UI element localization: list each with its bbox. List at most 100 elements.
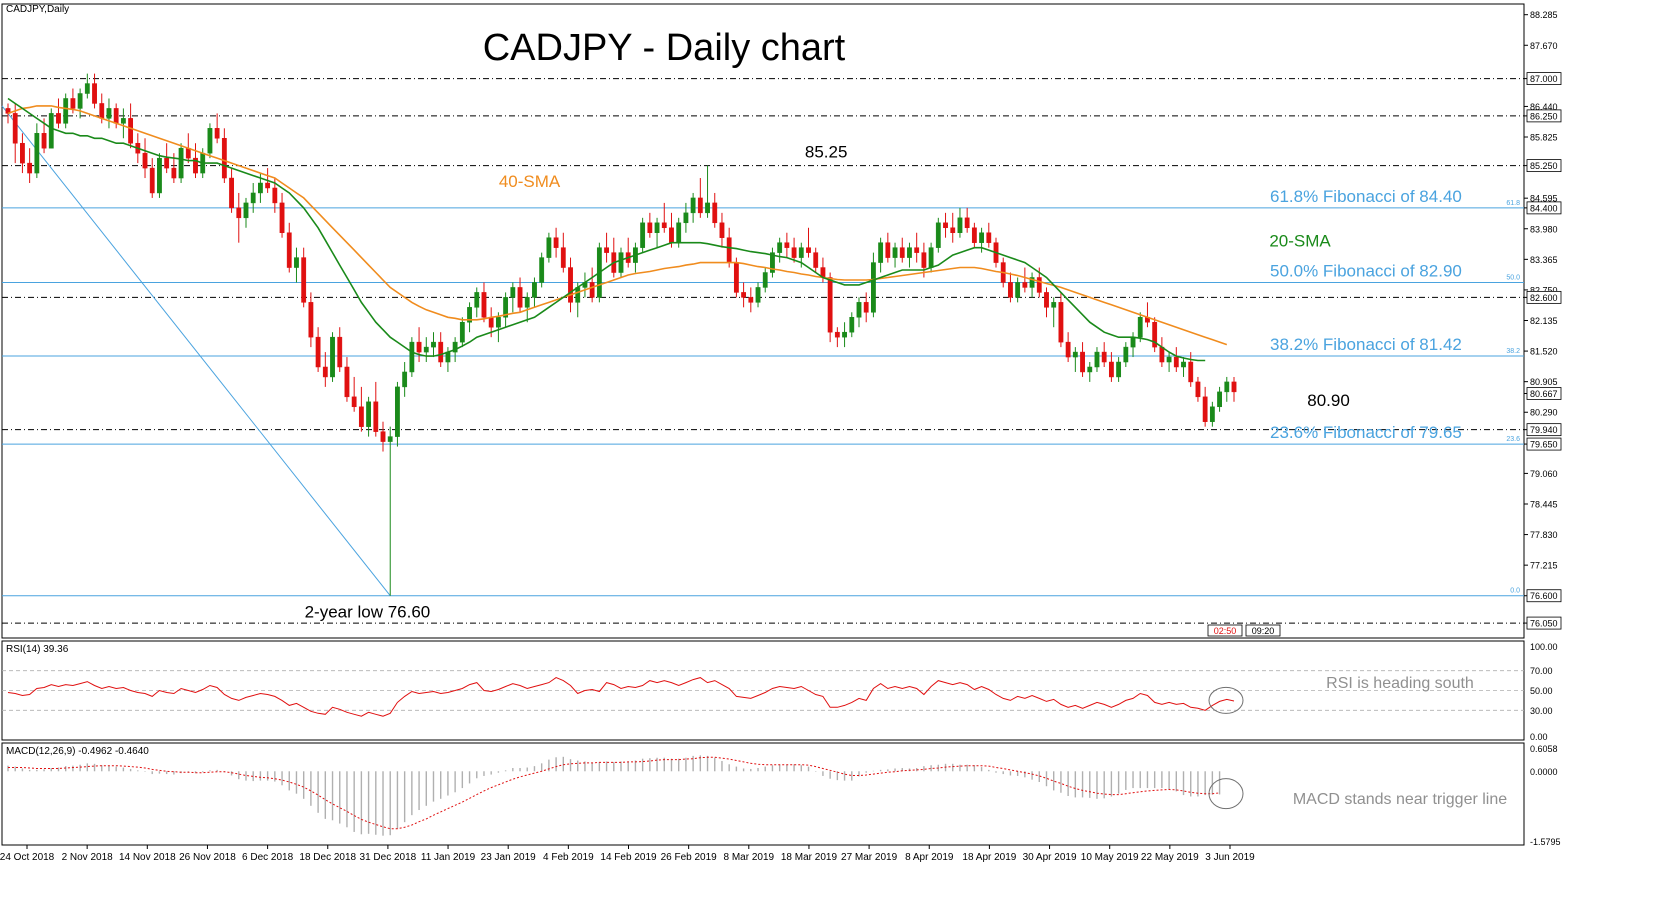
candle-body <box>12 113 18 144</box>
candle-body <box>474 292 480 308</box>
candle-body <box>113 108 119 124</box>
price-tick-label: 82.750 <box>1530 285 1558 295</box>
candle-body <box>373 401 379 432</box>
price-tick-label: 77.215 <box>1530 561 1558 571</box>
candle-body <box>308 302 314 338</box>
time-label-text: 09:20 <box>1252 626 1275 636</box>
candle-body <box>1137 317 1143 338</box>
price-label-box <box>1526 616 1562 630</box>
date-tick-label: 6 Dec 2018 <box>242 852 294 863</box>
candle-body <box>387 436 393 442</box>
rsi-panel: 100.00 70.00 50.00 30.00 0.00 <box>2 642 1558 742</box>
candle-body <box>1217 391 1222 408</box>
candle-body <box>1152 321 1158 348</box>
candle-body <box>907 247 912 258</box>
price-tick-label: 79.940 <box>1530 425 1558 435</box>
candle-body <box>856 302 862 318</box>
candle-body <box>827 277 833 333</box>
date-tick-label: 24 Oct 2018 <box>0 852 55 863</box>
candle-body <box>1130 336 1136 348</box>
candle-body <box>1173 356 1179 368</box>
price-annotations: 85.25 80.90 2-year low 76.60 40-SMA 20-SMA <box>305 143 1350 622</box>
candle-body <box>431 341 436 348</box>
candle-body <box>661 222 667 229</box>
candle-body <box>618 252 624 273</box>
rsi-annotation: RSI is heading south <box>1326 675 1474 692</box>
price-tick-label: 83.365 <box>1530 255 1558 265</box>
price-tick-label: 77.830 <box>1530 530 1558 540</box>
date-tick-label: 23 Jan 2019 <box>481 852 536 863</box>
candle-body <box>510 287 516 298</box>
macd-highlight-circle <box>1208 778 1244 810</box>
candle-body <box>870 262 876 313</box>
candle-body <box>1065 341 1071 358</box>
symbol-label: CADJPY,Daily <box>6 4 69 15</box>
candle-body <box>207 128 213 154</box>
candle-body <box>99 103 105 119</box>
fibonacci-level-text: 23.6% Fibonacci of 79.65 <box>1270 423 1462 442</box>
moving-averages <box>7 97 1228 362</box>
candle-body <box>798 247 804 258</box>
price-tick-label: 87.000 <box>1530 74 1558 84</box>
candle-body <box>92 83 97 104</box>
candle-body <box>221 138 227 179</box>
date-tick-label: 18 Dec 2018 <box>299 852 356 863</box>
candle-body <box>1051 302 1057 308</box>
candle-body <box>250 192 256 204</box>
candle-body <box>27 162 33 174</box>
rsi-tick-label: 70.00 <box>1530 666 1553 676</box>
candle-body <box>834 331 840 338</box>
candle-body <box>971 227 977 243</box>
candle-body <box>697 197 703 214</box>
candle-body <box>1072 351 1078 358</box>
date-tick-label: 3 Jun 2019 <box>1205 852 1255 863</box>
candle-body <box>351 396 357 408</box>
candle-body <box>546 237 552 258</box>
date-tick-label: 27 Mar 2019 <box>841 852 898 863</box>
candle-body <box>315 336 321 368</box>
candle-body <box>943 222 948 229</box>
candle-body <box>921 252 927 268</box>
date-tick-label: 2 Nov 2018 <box>62 852 114 863</box>
candle-body <box>402 371 408 388</box>
candle-body <box>878 242 884 263</box>
candle-body <box>539 257 545 283</box>
rsi-highlight-circle <box>1208 686 1244 714</box>
fibonacci-ratio-label: 61.8 <box>1506 200 1520 207</box>
candle-body <box>48 113 54 149</box>
candle-body <box>193 157 198 174</box>
price-tick-label: 79.060 <box>1530 469 1558 479</box>
price-annotation-text: 20-SMA <box>1269 232 1331 251</box>
candle-body <box>892 247 898 258</box>
candle-body <box>481 292 487 318</box>
price-label-box <box>1526 387 1562 400</box>
candle-body <box>748 297 754 303</box>
chart-title: CADJPY - Daily chart <box>483 27 846 69</box>
candle-body <box>164 157 170 169</box>
macd-tick-label: 0.6058 <box>1530 744 1558 754</box>
candle-body <box>842 331 847 338</box>
macd-signal-line <box>8 756 1220 830</box>
candle-body <box>459 321 465 343</box>
candle-body <box>366 401 372 427</box>
candle-body <box>1202 396 1208 422</box>
candle-body <box>979 232 985 243</box>
candle-body <box>445 351 451 363</box>
candle-body <box>524 297 530 308</box>
candle-body <box>272 187 278 204</box>
candle-body <box>1209 406 1215 422</box>
candle-body <box>1195 381 1201 398</box>
fibonacci-ratio-label: 50.0 <box>1506 274 1520 281</box>
candle-body <box>604 247 609 253</box>
price-annotation-text: 2-year low 76.60 <box>305 603 431 622</box>
price-label-box <box>1526 72 1562 85</box>
candle-body <box>149 167 155 194</box>
candle-body <box>777 242 783 253</box>
price-tick-label: 81.520 <box>1530 347 1558 357</box>
date-axis: 24 Oct 2018 2 Nov 2018 14 Nov 2018 26 Nov 2… <box>0 845 1255 863</box>
candle-body <box>806 247 811 253</box>
price-label-box <box>1526 290 1562 304</box>
candle-body <box>128 118 134 144</box>
